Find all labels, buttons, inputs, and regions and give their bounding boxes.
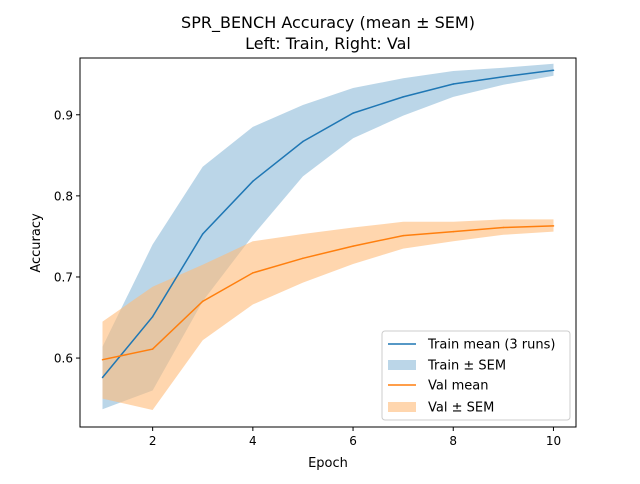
legend-swatch-val-sem [388,402,416,412]
data-point-val-mean-10 [552,225,555,227]
mean-lines [101,69,555,379]
data-point-val-mean-2 [151,348,154,350]
legend-label-train-sem: Train ± SEM [427,359,506,374]
chart-subtitle: Left: Train, Right: Val [245,34,411,53]
y-axis-label: Accuracy [29,213,44,273]
data-point-train-mean-3-runs-10 [552,69,555,71]
y-tick-label-0.7: 0.7 [54,270,73,284]
legend-label-train-mean: Train mean (3 runs) [427,338,555,353]
x-tick-label-8: 8 [449,434,457,448]
series-line-val-mean [102,225,554,361]
data-point-train-mean-3-runs-8 [452,83,455,85]
data-point-val-mean-9 [502,226,505,229]
legend: Train mean (3 runs) Train ± SEM Val mean… [381,330,571,421]
data-point-val-mean-3 [201,300,204,303]
y-tick-label-0.8: 0.8 [54,189,73,203]
y-tick-label-0.6: 0.6 [54,352,73,366]
sem-band-val-mean [102,219,554,410]
data-point-val-mean-4 [252,272,254,274]
x-axis-ticks: 2 4 6 8 10 [149,427,561,448]
series-line-train-mean-3-runs [101,69,554,378]
data-point-val-mean-7 [402,234,404,237]
x-tick-label-4: 4 [249,434,257,448]
y-tick-label-0.9: 0.9 [54,108,73,122]
sem-bands [102,63,554,410]
data-point-val-mean-1 [101,358,104,361]
data-point-train-mean-3-runs-4 [252,180,254,183]
data-point-train-mean-3-runs-9 [502,75,505,78]
legend-frame [381,330,571,421]
x-tick-label-6: 6 [349,434,357,448]
plot-frame [79,57,577,428]
data-point-val-mean-5 [302,257,304,260]
x-axis-label: Epoch [308,456,348,471]
legend-label-val-mean: Val mean [428,379,488,394]
data-point-train-mean-3-runs-6 [352,112,354,114]
data-point-train-mean-3-runs-7 [402,96,404,98]
y-axis-ticks: 0.6 0.7 0.8 0.9 [54,108,80,366]
chart-title: SPR_BENCH Accuracy (mean ± SEM) [181,13,475,33]
x-tick-label-10: 10 [546,434,561,448]
data-point-val-mean-6 [352,245,354,247]
data-point-train-mean-3-runs-3 [201,233,204,235]
data-point-val-mean-8 [452,230,455,233]
data-point-train-mean-3-runs-2 [151,315,154,318]
x-tick-label-2: 2 [149,434,157,448]
data-point-train-mean-3-runs-1 [101,376,104,379]
data-point-train-mean-3-runs-5 [302,140,304,143]
legend-swatch-train-sem [388,360,416,370]
legend-label-val-sem: Val ± SEM [428,401,494,416]
